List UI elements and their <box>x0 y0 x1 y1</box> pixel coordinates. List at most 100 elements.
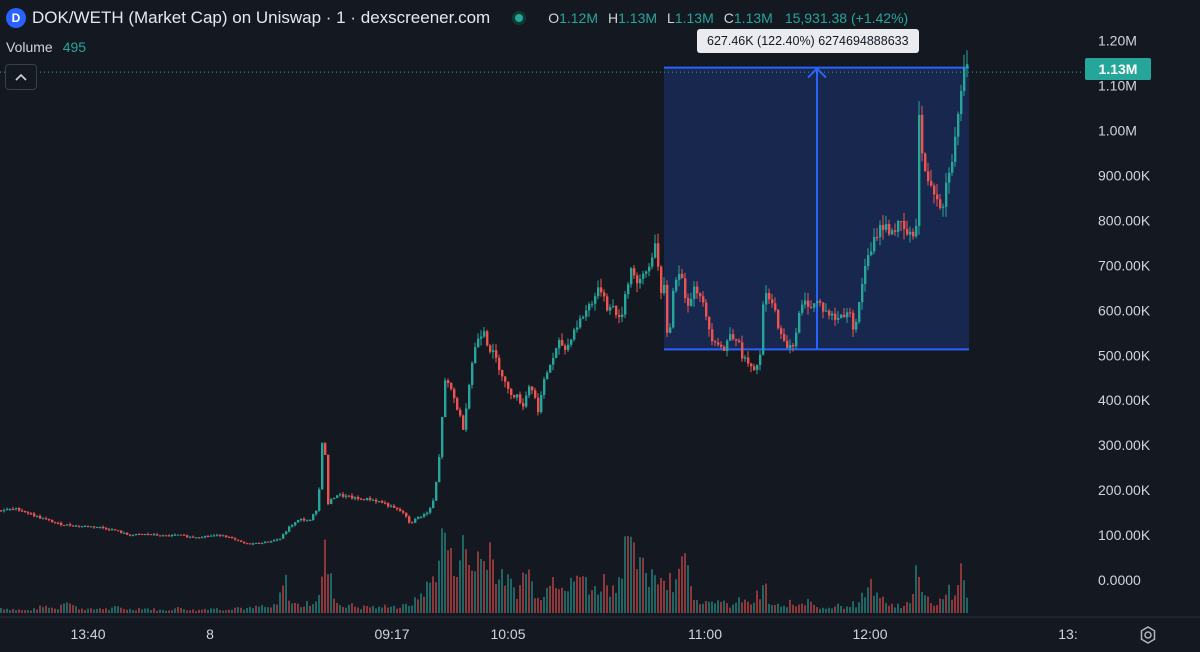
volume-bar <box>708 601 710 613</box>
volume-bar <box>585 577 587 613</box>
volume-bar <box>576 575 578 613</box>
candle-body <box>501 370 504 377</box>
candle-body <box>69 524 72 526</box>
candle-body <box>231 537 234 539</box>
y-axis-tick-label: 800.00K <box>1098 212 1151 228</box>
candle-body <box>444 380 447 418</box>
candle-body <box>534 390 537 398</box>
candle-body <box>189 536 192 538</box>
candle-body <box>411 522 414 524</box>
candle-body <box>36 516 39 518</box>
volume-bar <box>939 598 941 613</box>
volume-bar <box>549 585 551 613</box>
candle-body <box>297 520 300 523</box>
candle-body <box>606 296 609 311</box>
volume-bar <box>438 560 440 613</box>
volume-bar <box>363 605 365 613</box>
candle-body <box>675 279 678 291</box>
volume-bar <box>75 606 77 613</box>
volume-bar <box>711 601 713 613</box>
candle-body <box>177 534 180 536</box>
volume-bar <box>138 608 140 613</box>
ohlc-high: H1.13M <box>608 10 658 26</box>
volume-bar <box>186 610 188 613</box>
candle-body <box>351 495 354 499</box>
volume-bar <box>273 604 275 613</box>
volume-bar <box>813 604 815 613</box>
volume-bar <box>723 600 725 613</box>
volume-bar <box>399 607 401 613</box>
volume-bar <box>618 577 620 613</box>
candle-body <box>6 508 9 511</box>
volume-bar <box>945 594 947 613</box>
candle-body <box>0 510 3 512</box>
volume-bar <box>105 608 107 613</box>
volume-bar <box>540 600 542 613</box>
candle-body <box>315 510 318 515</box>
candle-body <box>492 350 495 352</box>
candle-body <box>99 526 102 528</box>
candle-body <box>357 497 360 499</box>
volume-bar <box>408 605 410 613</box>
volume-bar <box>180 607 182 613</box>
volume-bar <box>276 604 278 613</box>
candle-body <box>624 294 627 315</box>
candle-body <box>90 526 93 528</box>
x-axis-tick-label: 12:00 <box>852 626 887 642</box>
volume-bar <box>390 606 392 613</box>
candle-body <box>516 394 519 398</box>
volume-bar <box>558 589 560 613</box>
candle-body <box>39 516 42 519</box>
volume-bar <box>807 599 809 613</box>
volume-bar <box>162 609 164 613</box>
candle-body <box>33 513 36 517</box>
candle-body <box>585 310 588 317</box>
volume-bar <box>555 588 557 613</box>
volume-bar <box>600 591 602 613</box>
volume-bar <box>177 607 179 613</box>
candle-body <box>528 386 531 396</box>
candle-body <box>402 511 405 513</box>
chart-settings-button[interactable] <box>1137 624 1159 646</box>
volume-bar <box>405 603 407 613</box>
volume-bar <box>567 591 569 613</box>
candle-body <box>432 500 435 508</box>
volume-bar <box>39 605 41 613</box>
candle-body <box>747 357 750 364</box>
volume-bar <box>828 607 830 613</box>
volume-bar <box>696 599 698 613</box>
volume-bar <box>195 610 197 613</box>
candle-body <box>108 529 111 531</box>
candle-body <box>546 372 549 380</box>
volume-bar <box>51 607 53 613</box>
candle-body <box>273 540 276 542</box>
volume-bar <box>657 584 659 613</box>
candle-body <box>474 347 477 364</box>
volume-bar <box>414 597 416 613</box>
candle-body <box>648 266 651 272</box>
volume-bar <box>231 609 233 613</box>
candle-body <box>192 536 195 538</box>
candle-body <box>225 535 228 538</box>
candle-body <box>288 526 291 532</box>
y-axis-tick-label: 0.0000 <box>1098 572 1141 588</box>
candle-body <box>651 257 654 267</box>
candle-body <box>798 312 801 333</box>
candle-body <box>369 498 372 500</box>
volume-bar <box>333 598 335 613</box>
candle-body <box>777 310 780 329</box>
volume-bar <box>477 551 479 613</box>
collapse-legend-button[interactable] <box>5 64 37 90</box>
candle-body <box>924 153 927 172</box>
volume-bar <box>261 605 263 613</box>
volume-bar <box>903 605 905 613</box>
candle-body <box>384 502 387 504</box>
candle-body <box>156 534 159 536</box>
candle-body <box>771 299 774 304</box>
candle-body <box>87 526 90 528</box>
candle-body <box>564 345 567 350</box>
candle-body <box>375 499 378 502</box>
candle-body <box>804 300 807 305</box>
candle-body <box>15 508 18 510</box>
